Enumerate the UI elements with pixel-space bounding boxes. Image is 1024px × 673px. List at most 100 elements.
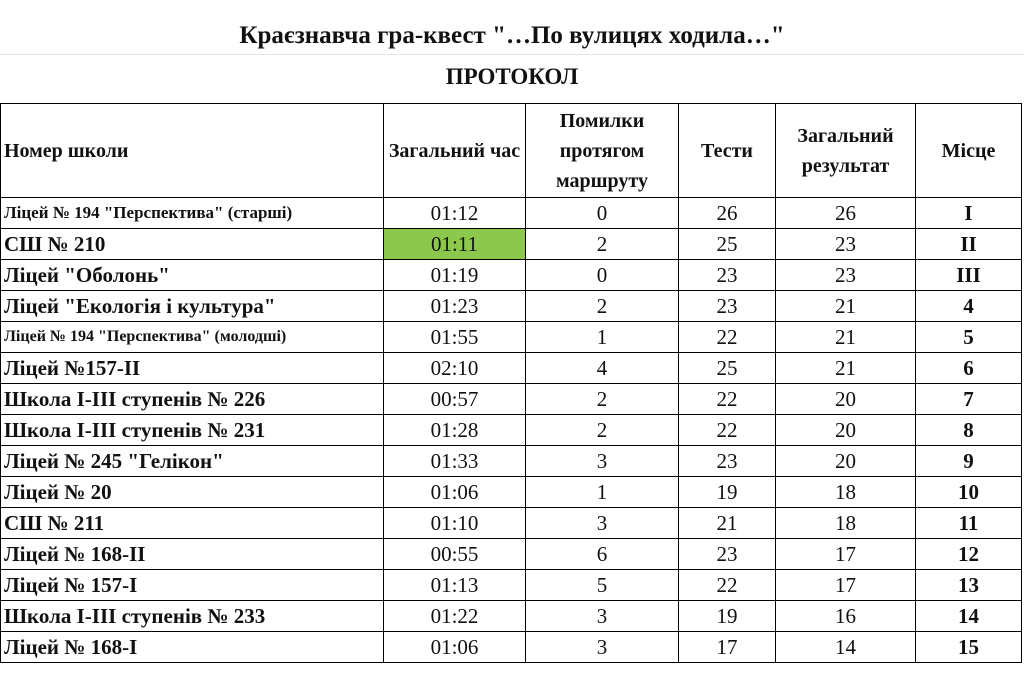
column-header: Помилки протягом маршруту <box>525 103 679 198</box>
table-row: Ліцей № 194 "Перспектива" (молодші) 01:55… <box>0 321 1022 353</box>
table-cell: 4 <box>525 352 679 384</box>
table-cell: 21 <box>775 290 916 322</box>
table-cell: 01:10 <box>383 507 526 539</box>
table-cell: 01:13 <box>383 569 526 601</box>
table-cell: 17 <box>775 569 916 601</box>
school-name: Ліцей № 20 <box>0 476 384 508</box>
table-cell: 0 <box>525 259 679 291</box>
school-name: Ліцей № 157-І <box>0 569 384 601</box>
table-cell: 11 <box>915 507 1022 539</box>
table-cell: 23 <box>775 228 916 260</box>
table-cell: 10 <box>915 476 1022 508</box>
table-cell: 8 <box>915 414 1022 446</box>
school-name: Ліцей № 168-І <box>0 631 384 663</box>
table-cell: 01:06 <box>383 476 526 508</box>
table-row: Ліцей "Екологія і культура" 01:23 2 23 21 4 <box>0 290 1022 322</box>
table-cell: 4 <box>915 290 1022 322</box>
table-cell: 6 <box>915 352 1022 384</box>
subtitle: ПРОТОКОЛ <box>445 64 579 89</box>
table-cell: 20 <box>775 383 916 415</box>
table-cell: II <box>915 228 1022 260</box>
table-cell: 2 <box>525 414 679 446</box>
table-row: Ліцей № 245 "Гелікон" 01:33 3 23 20 9 <box>0 445 1022 477</box>
table-cell: 5 <box>915 321 1022 353</box>
table-cell: 17 <box>678 631 776 663</box>
school-name: СШ № 211 <box>0 507 384 539</box>
table-row: Ліцей №157-ІІ 02:10 4 25 21 6 <box>0 352 1022 384</box>
table-cell: 2 <box>525 383 679 415</box>
table-cell: 3 <box>525 600 679 632</box>
table-cell: 14 <box>775 631 916 663</box>
title: Краєзнавча гра-квест "…По вулицях ходила… <box>239 22 785 49</box>
school-name: Ліцей № 194 "Перспектива" (молодші) <box>0 321 384 353</box>
table-row: Ліцей № 194 "Перспектива" (старші) 01:12 0… <box>0 197 1022 229</box>
table-cell: 25 <box>678 352 776 384</box>
table-row: Ліцей № 20 01:06 1 19 18 10 <box>0 476 1022 508</box>
school-name: Ліцей № 245 "Гелікон" <box>0 445 384 477</box>
table-cell: 01:55 <box>383 321 526 353</box>
results-table: Номер школи Загальний час Помилки протягом… <box>0 103 1022 663</box>
table-cell: 3 <box>525 507 679 539</box>
column-header: Загальний час <box>383 103 526 198</box>
table-cell: 7 <box>915 383 1022 415</box>
table-cell: 20 <box>775 414 916 446</box>
table-cell: 14 <box>915 600 1022 632</box>
table-row: СШ № 211 01:10 3 21 18 11 <box>0 507 1022 539</box>
table-cell: 21 <box>775 321 916 353</box>
table-cell: 12 <box>915 538 1022 570</box>
table-cell: 0 <box>525 197 679 229</box>
table-cell: 23 <box>678 538 776 570</box>
table-cell: 23 <box>775 259 916 291</box>
school-name: Ліцей №157-ІІ <box>0 352 384 384</box>
table-cell: 22 <box>678 569 776 601</box>
table-header: Номер школи Загальний час Помилки протягом… <box>0 103 1022 198</box>
table-cell: 00:57 <box>383 383 526 415</box>
table-cell: 26 <box>678 197 776 229</box>
header-row: Номер школи Загальний час Помилки протягом… <box>0 103 1022 198</box>
table-cell: 01:33 <box>383 445 526 477</box>
school-name: Школа І-ІІІ ступенів № 231 <box>0 414 384 446</box>
column-header: Місце <box>915 103 1022 198</box>
table-cell: 9 <box>915 445 1022 477</box>
table-cell: 15 <box>915 631 1022 663</box>
table-cell: 25 <box>678 228 776 260</box>
table-body: Ліцей № 194 "Перспектива" (старші) 01:12 0… <box>0 197 1022 663</box>
table-cell: 18 <box>775 507 916 539</box>
table-cell: 17 <box>775 538 916 570</box>
table-cell: 01:22 <box>383 600 526 632</box>
table-cell: 1 <box>525 476 679 508</box>
table-cell: 1 <box>525 321 679 353</box>
table-cell: 2 <box>525 290 679 322</box>
table-cell: 01:11 <box>383 228 526 260</box>
table-cell: 2 <box>525 228 679 260</box>
table-cell: 01:28 <box>383 414 526 446</box>
table-cell: 16 <box>775 600 916 632</box>
table-cell: 18 <box>775 476 916 508</box>
table-cell: 22 <box>678 414 776 446</box>
table-cell: III <box>915 259 1022 291</box>
table-cell: 21 <box>678 507 776 539</box>
table-cell: 5 <box>525 569 679 601</box>
table-cell: 23 <box>678 445 776 477</box>
table-cell: 22 <box>678 321 776 353</box>
table-cell: 22 <box>678 383 776 415</box>
table-cell: 01:19 <box>383 259 526 291</box>
table-cell: 23 <box>678 290 776 322</box>
column-header: Загальний результат <box>775 103 916 198</box>
sheet-grid-line <box>0 54 1024 55</box>
table-cell: 6 <box>525 538 679 570</box>
school-name: Ліцей № 194 "Перспектива" (старші) <box>0 197 384 229</box>
table-row: Школа І-ІІІ ступенів № 233 01:22 3 19 16 14 <box>0 600 1022 632</box>
table-cell: 02:10 <box>383 352 526 384</box>
school-name: Ліцей "Оболонь" <box>0 259 384 291</box>
table-cell: I <box>915 197 1022 229</box>
school-name: Ліцей "Екологія і культура" <box>0 290 384 322</box>
school-name: Ліцей № 168-ІІ <box>0 538 384 570</box>
table-cell: 21 <box>775 352 916 384</box>
table-row: Ліцей № 157-І 01:13 5 22 17 13 <box>0 569 1022 601</box>
school-name: СШ № 210 <box>0 228 384 260</box>
table-cell: 01:06 <box>383 631 526 663</box>
table-cell: 19 <box>678 600 776 632</box>
